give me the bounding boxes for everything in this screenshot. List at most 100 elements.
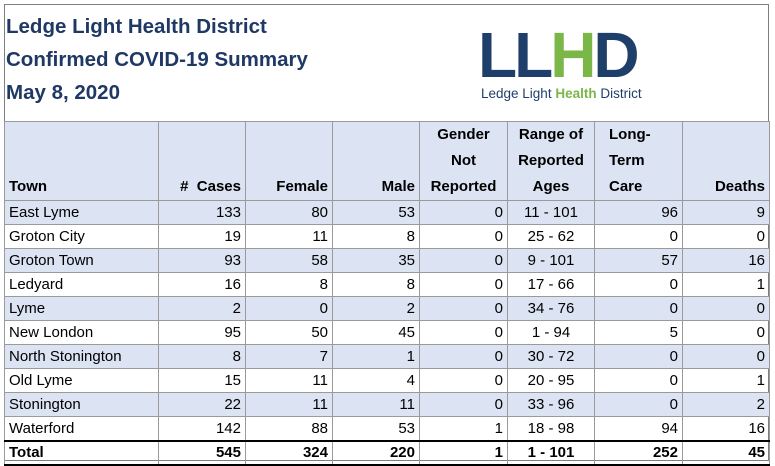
cell-age-range: 34 - 76 — [507, 296, 595, 321]
cell-cases: 8 — [158, 344, 246, 369]
col-header-cases: # Cases — [158, 121, 246, 201]
cell-gender-not-reported: 0 — [419, 320, 508, 345]
cell-deaths: 0 — [682, 224, 770, 249]
cell-cases: 133 — [158, 200, 246, 225]
logo-tag-district: District — [596, 86, 642, 101]
cell-long-term-care: 0 — [594, 368, 683, 393]
cell-deaths: 0 — [682, 344, 770, 369]
cell-cases: 2 — [158, 296, 246, 321]
cell-age-range: 1 - 94 — [507, 320, 595, 345]
total-female: 324 — [245, 439, 333, 466]
total-row: Total 545 324 220 1 1 - 101 252 45 — [4, 439, 770, 466]
header-row: Town # Cases Female Male Gender Not Repo… — [4, 121, 770, 201]
cell-age-range: 33 - 96 — [507, 392, 595, 417]
cell-town: East Lyme — [4, 200, 159, 225]
cell-female: 11 — [245, 224, 333, 249]
cell-town: Lyme — [4, 296, 159, 321]
cell-male: 11 — [332, 392, 420, 417]
total-long-term-care: 252 — [594, 439, 683, 466]
ages-line3: Ages — [532, 178, 570, 195]
table-row: Stonington 22 11 11 0 33 - 96 0 2 — [4, 392, 770, 417]
gender-line2: Not — [451, 152, 476, 169]
table-row: Waterford 142 88 53 1 18 - 98 94 16 — [4, 416, 770, 441]
cell-gender-not-reported: 1 — [419, 416, 508, 441]
cell-female: 80 — [245, 200, 333, 225]
cell-age-range: 20 - 95 — [507, 368, 595, 393]
col-header-town: Town — [4, 121, 159, 201]
district-title: Ledge Light Health District — [6, 15, 267, 38]
cell-long-term-care: 0 — [594, 272, 683, 297]
cell-cases: 22 — [158, 392, 246, 417]
cell-gender-not-reported: 0 — [419, 368, 508, 393]
ltc-line3: Care — [609, 178, 643, 195]
cell-long-term-care: 0 — [594, 344, 683, 369]
cell-gender-not-reported: 0 — [419, 392, 508, 417]
cell-deaths: 0 — [682, 296, 770, 321]
cell-gender-not-reported: 0 — [419, 296, 508, 321]
cell-deaths: 0 — [682, 320, 770, 345]
cell-deaths: 9 — [682, 200, 770, 225]
cell-gender-not-reported: 0 — [419, 224, 508, 249]
llhd-logo: LLHD Ledge Light Health District — [478, 23, 678, 104]
cell-female: 50 — [245, 320, 333, 345]
summary-title: Confirmed COVID-19 Summary — [6, 48, 308, 71]
cell-gender-not-reported: 0 — [419, 272, 508, 297]
cell-long-term-care: 0 — [594, 224, 683, 249]
total-cases: 545 — [158, 439, 246, 466]
total-male: 220 — [332, 439, 420, 466]
ltc-line2: Term — [609, 152, 645, 169]
cell-male: 2 — [332, 296, 420, 321]
cell-town: Ledyard — [4, 272, 159, 297]
table-row: Ledyard 16 8 8 0 17 - 66 0 1 — [4, 272, 770, 297]
cell-female: 0 — [245, 296, 333, 321]
logo-mark-d: D — [593, 19, 639, 91]
table-row: Lyme 2 0 2 0 34 - 76 0 0 — [4, 296, 770, 321]
cell-age-range: 9 - 101 — [507, 248, 595, 273]
cell-town: Stonington — [4, 392, 159, 417]
cell-female: 11 — [245, 392, 333, 417]
cell-town: New London — [4, 320, 159, 345]
cell-town: Groton City — [4, 224, 159, 249]
cell-gender-not-reported: 0 — [419, 344, 508, 369]
cell-deaths: 16 — [682, 248, 770, 273]
cell-long-term-care: 0 — [594, 392, 683, 417]
cell-male: 45 — [332, 320, 420, 345]
col-header-deaths: Deaths — [682, 121, 770, 201]
cell-cases: 15 — [158, 368, 246, 393]
cell-long-term-care: 5 — [594, 320, 683, 345]
cell-deaths: 16 — [682, 416, 770, 441]
cell-deaths: 1 — [682, 272, 770, 297]
cell-gender-not-reported: 0 — [419, 248, 508, 273]
cell-female: 8 — [245, 272, 333, 297]
logo-tag-ledge-light: Ledge Light — [481, 86, 556, 101]
total-gender-not-reported: 1 — [419, 439, 508, 466]
total-deaths: 45 — [682, 439, 770, 466]
cell-female: 11 — [245, 368, 333, 393]
table-row: Groton Town 93 58 35 0 9 - 101 57 16 — [4, 248, 770, 273]
cell-long-term-care: 0 — [594, 296, 683, 321]
logo-tagline: Ledge Light Health District — [478, 86, 678, 101]
cell-male: 35 — [332, 248, 420, 273]
ltc-line1: Long- — [609, 126, 651, 143]
col-header-age-range: Range of Reported Ages — [507, 121, 595, 201]
cell-female: 7 — [245, 344, 333, 369]
col-header-male: Male — [332, 121, 420, 201]
col-header-gender-not-reported: Gender Not Reported — [419, 121, 508, 201]
col-header-long-term-care: Long- Term Care — [594, 121, 683, 201]
cell-long-term-care: 94 — [594, 416, 683, 441]
cell-long-term-care: 96 — [594, 200, 683, 225]
cell-town: Groton Town — [4, 248, 159, 273]
table-row: North Stonington 8 7 1 0 30 - 72 0 0 — [4, 344, 770, 369]
table-row: New London 95 50 45 0 1 - 94 5 0 — [4, 320, 770, 345]
cell-female: 58 — [245, 248, 333, 273]
cell-male: 1 — [332, 344, 420, 369]
cell-deaths: 1 — [682, 368, 770, 393]
logo-tag-health: Health — [555, 86, 597, 101]
ages-line2: Reported — [518, 152, 584, 169]
report-date: May 8, 2020 — [6, 81, 120, 104]
cell-cases: 142 — [158, 416, 246, 441]
table-row: Old Lyme 15 11 4 0 20 - 95 0 1 — [4, 368, 770, 393]
cell-age-range: 11 - 101 — [507, 200, 595, 225]
cell-female: 88 — [245, 416, 333, 441]
logo-mark-ll: LL — [478, 19, 553, 91]
